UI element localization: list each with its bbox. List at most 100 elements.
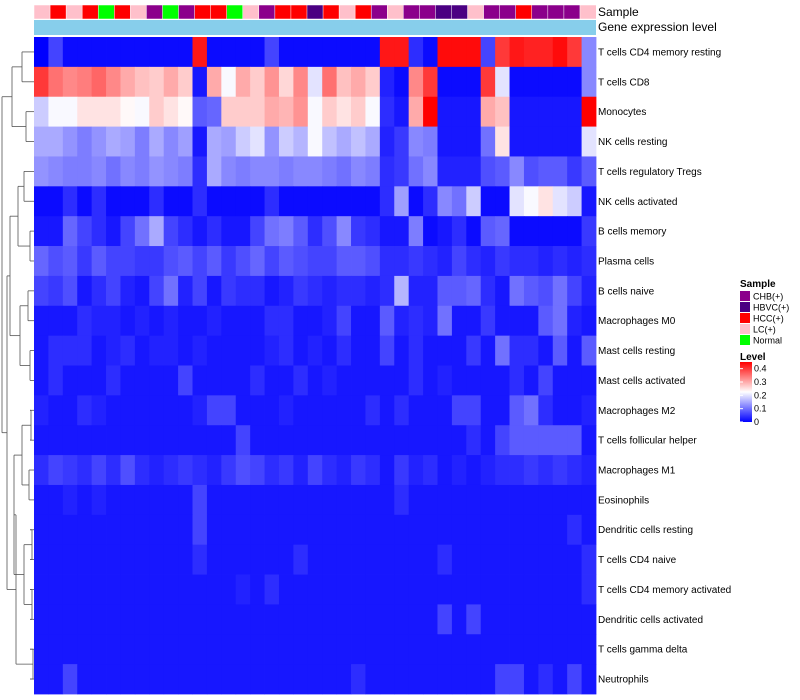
heatmap-cell bbox=[466, 574, 482, 605]
heatmap-cell bbox=[466, 275, 482, 307]
heatmap-cell bbox=[62, 96, 78, 127]
heatmap-cell bbox=[192, 634, 208, 665]
heatmap-cell bbox=[192, 156, 208, 187]
heatmap-cell bbox=[192, 275, 208, 307]
heatmap-cell bbox=[250, 156, 265, 187]
heatmap-cell bbox=[250, 126, 265, 157]
heatmap-cell bbox=[552, 216, 568, 247]
heatmap-cell bbox=[408, 514, 424, 546]
heatmap-cell bbox=[120, 275, 136, 307]
heatmap-cell bbox=[77, 335, 93, 366]
heatmap-cell bbox=[351, 275, 366, 307]
heatmap-cell bbox=[538, 365, 554, 396]
heatmap-cell bbox=[538, 305, 554, 337]
heatmap-cell bbox=[394, 514, 410, 546]
heatmap-cell bbox=[192, 305, 208, 337]
heatmap-cell bbox=[120, 96, 136, 127]
row-labels: T cells CD4 memory resting T cells CD8 Mon… bbox=[598, 47, 731, 685]
heatmap-cell bbox=[178, 96, 193, 127]
heatmap-cell bbox=[480, 275, 496, 307]
heatmap-cell bbox=[293, 455, 309, 486]
heatmap-cell bbox=[250, 335, 265, 366]
heatmap-cell bbox=[48, 246, 64, 277]
heatmap-cell bbox=[106, 96, 121, 127]
sample-annotation-cell bbox=[65, 4, 83, 20]
heatmap-cell bbox=[91, 544, 107, 575]
heatmap-cell bbox=[235, 156, 251, 187]
heatmap-cell bbox=[134, 275, 150, 307]
heatmap-cell bbox=[379, 365, 395, 396]
row-label: NK cells activated bbox=[598, 197, 677, 208]
heatmap-cell bbox=[451, 216, 467, 247]
heatmap-cell bbox=[509, 246, 525, 277]
heatmap-cell bbox=[192, 365, 208, 396]
heatmap-cell bbox=[423, 126, 438, 157]
heatmap-cell bbox=[365, 544, 381, 575]
heatmap-cell bbox=[77, 96, 93, 127]
heatmap-cell bbox=[509, 96, 525, 127]
sample-annotation-cell bbox=[49, 4, 67, 20]
heatmap-cell bbox=[221, 246, 237, 277]
heatmap-cell bbox=[451, 634, 467, 665]
row-label: Macrophages M2 bbox=[598, 406, 676, 417]
sample-legend-swatch bbox=[740, 335, 750, 345]
heatmap-cell bbox=[293, 216, 309, 247]
heatmap-cell bbox=[235, 664, 251, 695]
heatmap-cell bbox=[91, 634, 107, 665]
heatmap-cell bbox=[437, 186, 453, 217]
heatmap-cell bbox=[62, 455, 78, 486]
heatmap-cell bbox=[77, 455, 93, 486]
heatmap-cell bbox=[423, 425, 438, 456]
heatmap-cell bbox=[206, 574, 222, 605]
heatmap-cell bbox=[149, 425, 165, 456]
heatmap-cell bbox=[394, 156, 410, 187]
heatmap-cell bbox=[408, 305, 424, 337]
heatmap-cell bbox=[48, 455, 64, 486]
heatmap-cell bbox=[394, 365, 410, 396]
sample-annotation-cell bbox=[114, 4, 131, 20]
heatmap-cell bbox=[307, 66, 323, 98]
heatmap-cell bbox=[307, 514, 323, 546]
heatmap-cell bbox=[149, 66, 165, 98]
heatmap-cell bbox=[221, 514, 237, 546]
heatmap-cell bbox=[581, 574, 597, 605]
heatmap-cell bbox=[120, 37, 136, 68]
heatmap-cell bbox=[91, 156, 107, 187]
heatmap-cell bbox=[34, 275, 49, 307]
heatmap-cell bbox=[178, 604, 193, 635]
heatmap-cell bbox=[322, 514, 338, 546]
heatmap-cell bbox=[163, 604, 179, 635]
heatmap-cell bbox=[466, 425, 482, 456]
heatmap-cell bbox=[523, 156, 539, 187]
heatmap-cell bbox=[509, 395, 525, 426]
heatmap-cell bbox=[495, 246, 510, 277]
heatmap-cell bbox=[120, 246, 136, 277]
heatmap-cell bbox=[552, 186, 568, 217]
heatmap-cell bbox=[192, 37, 208, 68]
heatmap-cell bbox=[523, 634, 539, 665]
sample-legend-swatch bbox=[740, 313, 750, 323]
heatmap-cell bbox=[394, 664, 410, 695]
heatmap-cell bbox=[509, 365, 525, 396]
heatmap-cell bbox=[538, 246, 554, 277]
heatmap-cell bbox=[351, 365, 366, 396]
heatmap-cell bbox=[379, 395, 395, 426]
heatmap-cell bbox=[206, 604, 222, 635]
heatmap-cell bbox=[120, 634, 136, 665]
heatmap-cell bbox=[48, 634, 64, 665]
heatmap-cell bbox=[235, 335, 251, 366]
heatmap-cell bbox=[552, 425, 568, 456]
heatmap-cell bbox=[394, 395, 410, 426]
heatmap-cell bbox=[278, 37, 294, 68]
heatmap-cell bbox=[408, 216, 424, 247]
heatmap-cell bbox=[264, 604, 280, 635]
heatmap-cell bbox=[437, 156, 453, 187]
heatmap-cell bbox=[495, 455, 510, 486]
heatmap-cell bbox=[509, 37, 525, 68]
heatmap-cell bbox=[509, 335, 525, 366]
heatmap-cell bbox=[523, 514, 539, 546]
heatmap-cell bbox=[408, 186, 424, 217]
heatmap-cell bbox=[408, 156, 424, 187]
heatmap-cell bbox=[250, 455, 265, 486]
heatmap-cell bbox=[351, 246, 366, 277]
